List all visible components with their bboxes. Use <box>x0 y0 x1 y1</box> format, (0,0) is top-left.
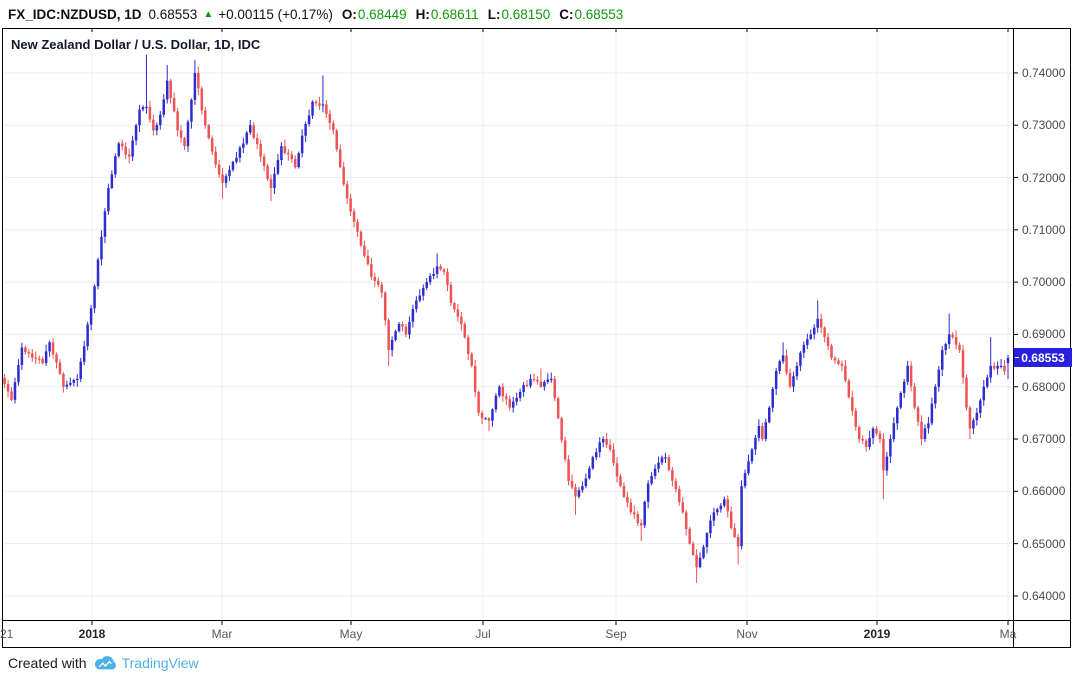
attribution-bar: Created with TradingView <box>8 649 199 677</box>
close-value: 0.68553 <box>574 6 624 22</box>
last-price: 0.68553 <box>148 6 198 22</box>
created-with-label: Created with <box>8 655 87 671</box>
low-value: 0.68150 <box>501 6 551 22</box>
time-axis-label: 21 <box>0 627 14 641</box>
price-axis-label: 0.66000 <box>1022 484 1066 499</box>
up-arrow-icon: ▲ <box>203 8 214 20</box>
time-axis-label: 2018 <box>78 627 106 641</box>
close-label: C: <box>559 6 574 22</box>
high-value: 0.68611 <box>430 6 479 22</box>
price-change: +0.00115 (+0.17%) <box>218 6 333 22</box>
low-label: L: <box>487 6 501 22</box>
time-axis-label: 2019 <box>863 627 891 641</box>
price-axis-label: 0.71000 <box>1022 222 1066 237</box>
time-axis-label: Jul <box>475 627 491 641</box>
time-axis-label: Mar <box>211 627 233 641</box>
last-price-badge: 0.68553 <box>1014 348 1072 368</box>
time-axis-label: May <box>339 627 363 641</box>
price-axis-label: 0.70000 <box>1022 275 1066 290</box>
price-axis-label: 0.65000 <box>1022 536 1066 551</box>
price-axis-label: 0.72000 <box>1022 170 1066 185</box>
open-label: O: <box>341 6 357 22</box>
price-axis-border <box>1013 28 1014 648</box>
tradingview-logo-icon <box>94 656 116 670</box>
price-axis-label: 0.67000 <box>1022 432 1066 447</box>
price-axis-label: 0.68000 <box>1022 379 1066 394</box>
time-axis-label: Ma <box>999 627 1017 641</box>
candles-layer <box>3 54 1010 583</box>
time-axis-border <box>2 620 1071 621</box>
time-axis-label: Nov <box>736 627 758 641</box>
open-value: 0.68449 <box>357 6 407 22</box>
price-axis-label: 0.64000 <box>1022 588 1066 603</box>
price-axis-label: 0.74000 <box>1022 65 1066 80</box>
price-axis-label: 0.69000 <box>1022 327 1066 342</box>
symbol-label: FX_IDC:NZDUSD, 1D <box>8 6 142 22</box>
chart-title: New Zealand Dollar / U.S. Dollar, 1D, ID… <box>11 37 261 52</box>
ohlc-bar: FX_IDC:NZDUSD, 1D 0.68553 ▲ +0.00115 (+0… <box>8 0 623 28</box>
high-label: H: <box>415 6 430 22</box>
price-axis-label: 0.73000 <box>1022 118 1066 133</box>
tradingview-brand-label[interactable]: TradingView <box>121 655 199 671</box>
time-axis-label: Sep <box>605 627 627 641</box>
